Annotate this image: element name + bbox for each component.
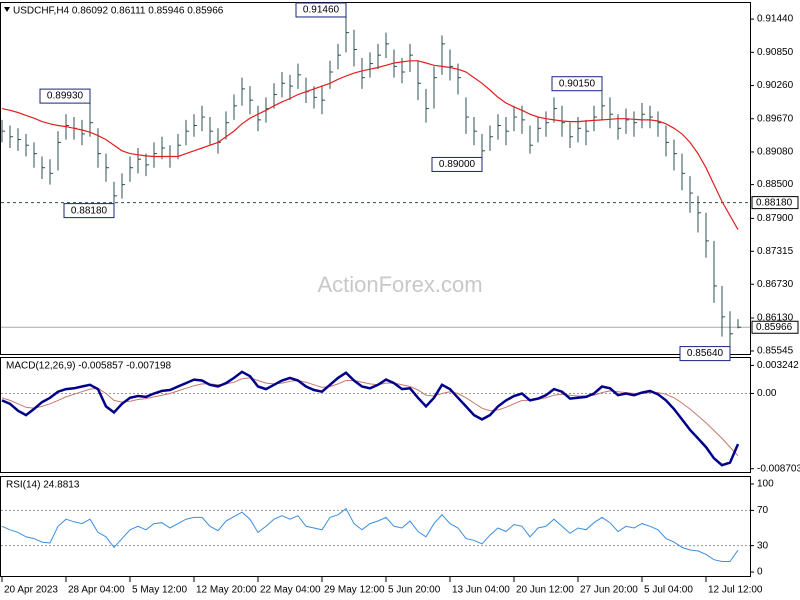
x-tick-label: 12 Jul 12:00 xyxy=(708,585,763,596)
y-tick-label: 0 xyxy=(757,567,763,578)
watermark: ActionForex.com xyxy=(317,272,482,297)
y-tick-label: 0.003242 xyxy=(757,360,799,371)
y-tick-label: 0.85545 xyxy=(757,346,794,357)
moving-average xyxy=(1,60,739,230)
y-tick-label: -0.008703 xyxy=(757,463,800,474)
annotation-box xyxy=(295,2,347,18)
y-tick-label: 0.87900 xyxy=(757,213,794,224)
price-level-box xyxy=(751,320,799,334)
annotation-label: 0.88180 xyxy=(71,205,108,216)
y-tick-label: 100 xyxy=(757,479,774,490)
annotation-label: 0.91460 xyxy=(303,5,340,16)
y-tick-label: 0.86130 xyxy=(757,313,794,324)
price-level-box xyxy=(751,196,799,210)
x-tick-label: 28 Apr 04:00 xyxy=(68,585,125,596)
y-tick-label: 70 xyxy=(757,505,769,516)
x-tick-label: 5 Jun 20:00 xyxy=(388,585,441,596)
x-tick-label: 27 Jun 20:00 xyxy=(580,585,638,596)
price-panel xyxy=(0,2,751,355)
y-tick-label: 0.87315 xyxy=(757,246,794,257)
annotation-label: 0.85640 xyxy=(687,348,724,359)
annotation-label: 0.90150 xyxy=(559,78,596,89)
macd-main xyxy=(1,370,740,467)
y-tick-label: 0.86730 xyxy=(757,279,794,290)
y-tick-label: 0.88500 xyxy=(757,179,794,190)
annotation-box xyxy=(39,88,91,104)
x-tick-label: 5 May 12:00 xyxy=(132,585,187,596)
annotation-box xyxy=(679,346,731,362)
annotation-box xyxy=(551,76,603,92)
x-tick-label: 20 Apr 2023 xyxy=(4,585,58,596)
y-tick-label: 30 xyxy=(757,540,769,551)
x-tick-label: 29 May 12:00 xyxy=(324,585,385,596)
chart-title: USDCHF,H4 0.86092 0.86111 0.85946 0.8596… xyxy=(13,6,224,17)
x-tick-label: 5 Jul 04:00 xyxy=(644,585,693,596)
x-tick-label: 22 May 04:00 xyxy=(260,585,321,596)
price-level-label: 0.85966 xyxy=(756,322,793,333)
annotation-box xyxy=(431,156,483,172)
price-level-label: 0.88180 xyxy=(756,197,793,208)
symbol-icon xyxy=(4,7,10,12)
x-tick-label: 12 May 20:00 xyxy=(196,585,257,596)
rsi-line xyxy=(1,507,739,562)
annotation-label: 0.89000 xyxy=(439,159,476,170)
y-tick-label: 0.90260 xyxy=(757,80,794,91)
y-tick-label: 0.91440 xyxy=(757,14,794,25)
y-tick-label: 0.89080 xyxy=(757,147,794,158)
y-tick-label: 0.90850 xyxy=(757,47,794,58)
rsi-title: RSI(14) 24.8813 xyxy=(6,480,80,491)
macd-title: MACD(12,26,9) -0.005857 -0.007198 xyxy=(6,361,172,372)
macd-panel xyxy=(0,357,751,473)
x-tick-label: 20 Jun 12:00 xyxy=(516,585,574,596)
annotation-label: 0.89930 xyxy=(47,91,84,102)
y-tick-label: 0.00 xyxy=(757,388,777,399)
y-tick-label: 0.89670 xyxy=(757,113,794,124)
rsi-panel xyxy=(0,476,751,577)
annotation-box xyxy=(63,203,115,219)
x-tick-label: 13 Jun 04:00 xyxy=(452,585,510,596)
